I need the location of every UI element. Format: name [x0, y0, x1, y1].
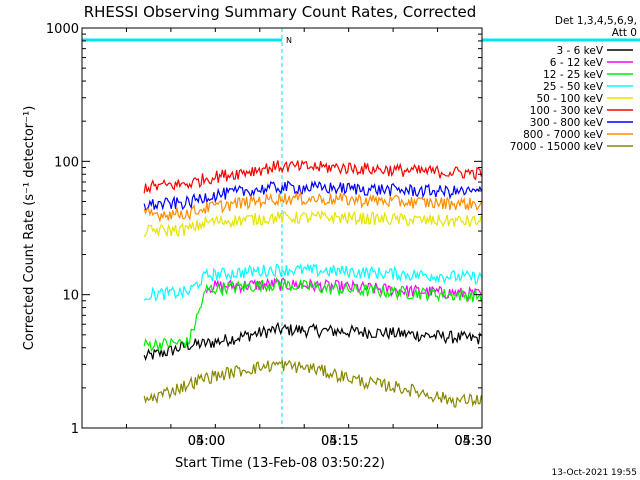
legend-label: 25 - 50 keV	[543, 81, 604, 93]
legend-label: 50 - 100 keV	[536, 93, 603, 105]
y-tick-label: 100	[54, 155, 79, 170]
series-layer	[143, 159, 482, 408]
y-axis-label: Corrected Count Rate (s⁻¹ detector⁻¹)	[22, 106, 37, 351]
night-flag-layer: N	[82, 28, 640, 428]
axis-layer: 1 10 100 1000 04:00 04:15 04:30 05:00 05:15 05:30	[46, 22, 492, 449]
x-tick-label: 04:00	[188, 434, 225, 449]
series-line	[143, 209, 482, 238]
x-tick-label: 04:15	[321, 434, 358, 449]
y-tick-label: 1	[71, 422, 79, 437]
legend-label: 6 - 12 keV	[550, 57, 604, 69]
legend-header: Att 0	[612, 27, 637, 39]
series-line	[143, 180, 482, 211]
y-tick-label: 1000	[46, 22, 79, 37]
series-line	[143, 262, 482, 302]
legend-label: 3 - 6 keV	[556, 45, 603, 57]
series-line	[143, 159, 482, 195]
x-tick-label: 05:00	[188, 434, 225, 449]
plot-frame	[81, 27, 483, 429]
x-tick-label: 05:30	[454, 434, 491, 449]
chart-title: RHESSI Observing Summary Count Rates, Co…	[84, 3, 477, 21]
x-tick-label: 04:30	[454, 434, 491, 449]
night-flag-label: N	[286, 36, 292, 45]
legend-header: Det 1,3,4,5,6,9,	[555, 15, 637, 27]
legend-label: 7000 - 15000 keV	[510, 141, 604, 153]
legend-label: 800 - 7000 keV	[523, 129, 604, 141]
x-tick-label: 05:15	[321, 434, 358, 449]
footer-date: 13-Oct-2021 19:55	[552, 468, 637, 478]
x-axis-label: Start Time (13-Feb-08 03:50:22)	[175, 456, 385, 471]
series-line	[143, 358, 482, 408]
series-line	[143, 277, 482, 353]
legend-label: 300 - 800 keV	[530, 117, 604, 129]
y-tick-label: 10	[62, 289, 79, 304]
legend-label: 12 - 25 keV	[543, 69, 604, 81]
legend-label: 100 - 300 keV	[530, 105, 604, 117]
series-line	[143, 321, 482, 362]
series-line	[143, 190, 482, 223]
